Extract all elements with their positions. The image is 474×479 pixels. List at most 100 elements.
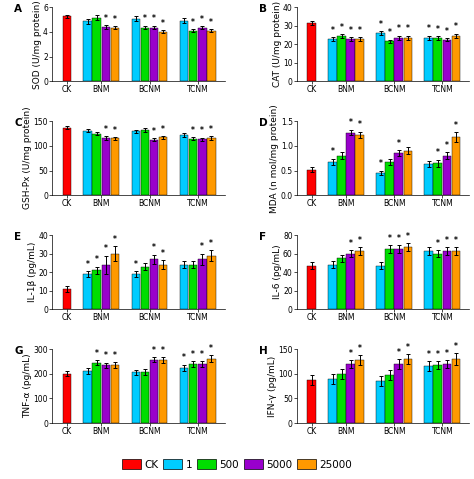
Bar	[346, 39, 355, 81]
Text: *: *	[358, 120, 362, 129]
Text: *: *	[358, 344, 362, 353]
Bar	[159, 32, 167, 81]
Text: *: *	[454, 23, 458, 32]
Bar	[433, 38, 442, 81]
Bar	[328, 379, 337, 423]
Text: *: *	[436, 24, 440, 34]
Bar	[180, 21, 188, 81]
Bar	[159, 265, 167, 309]
Y-axis label: CAT (U/mg protein): CAT (U/mg protein)	[273, 1, 282, 87]
Bar	[356, 360, 364, 423]
Bar	[452, 36, 460, 81]
Bar	[356, 39, 364, 81]
Bar	[180, 368, 188, 423]
Bar	[131, 19, 140, 81]
Bar	[207, 255, 216, 309]
Text: *: *	[445, 141, 449, 150]
Text: *: *	[104, 14, 108, 23]
Text: *: *	[445, 236, 449, 245]
Text: *: *	[191, 126, 195, 135]
Bar	[376, 33, 385, 81]
Text: *: *	[358, 236, 362, 245]
Y-axis label: TNF-α (pg/mL): TNF-α (pg/mL)	[23, 354, 32, 419]
Bar	[394, 38, 403, 81]
Bar	[433, 254, 442, 309]
Text: *: *	[436, 148, 440, 158]
Bar	[424, 38, 433, 81]
Text: *: *	[113, 126, 117, 135]
Text: *: *	[349, 25, 353, 34]
Text: *: *	[210, 18, 213, 27]
Text: *: *	[388, 28, 392, 37]
Text: G: G	[14, 346, 23, 356]
Text: *: *	[445, 26, 449, 35]
Bar	[394, 153, 403, 195]
Bar	[180, 135, 188, 195]
Bar	[131, 131, 140, 195]
Text: *: *	[95, 255, 99, 264]
Text: *: *	[397, 348, 401, 357]
Text: *: *	[330, 148, 335, 157]
Bar	[346, 364, 355, 423]
Text: D: D	[259, 118, 268, 128]
Bar	[198, 259, 207, 309]
Text: *: *	[152, 14, 156, 23]
Text: *: *	[454, 342, 458, 351]
Bar	[189, 139, 198, 195]
Bar	[452, 251, 460, 309]
Text: *: *	[406, 232, 410, 241]
Text: *: *	[95, 349, 99, 358]
Bar	[424, 164, 433, 195]
Bar	[307, 266, 316, 309]
Bar	[92, 134, 101, 195]
Y-axis label: IFN-γ (pg/mL): IFN-γ (pg/mL)	[268, 355, 277, 417]
Text: *: *	[406, 343, 410, 352]
Text: *: *	[330, 25, 335, 34]
Bar	[452, 137, 460, 195]
Text: *: *	[379, 160, 383, 168]
Bar	[337, 156, 346, 195]
Bar	[150, 360, 158, 423]
Text: *: *	[454, 236, 458, 245]
Bar	[328, 265, 337, 309]
Bar	[337, 36, 346, 81]
Bar	[207, 31, 216, 81]
Bar	[141, 372, 149, 423]
Y-axis label: IL-1β (pg/mL): IL-1β (pg/mL)	[28, 242, 37, 302]
Text: *: *	[200, 126, 204, 136]
Bar	[328, 39, 337, 81]
Text: *: *	[104, 125, 108, 134]
Text: A: A	[14, 4, 22, 14]
Bar	[83, 131, 92, 195]
Text: *: *	[397, 139, 401, 148]
Text: *: *	[210, 125, 213, 134]
Bar	[207, 138, 216, 195]
Text: H: H	[259, 346, 268, 356]
Bar	[385, 41, 394, 81]
Text: *: *	[104, 244, 108, 253]
Bar	[433, 163, 442, 195]
Bar	[346, 133, 355, 195]
Text: B: B	[259, 4, 267, 14]
Bar	[189, 364, 198, 423]
Text: *: *	[152, 243, 156, 252]
Text: *: *	[191, 350, 195, 359]
Bar	[189, 265, 198, 309]
Bar	[356, 135, 364, 195]
Text: *: *	[358, 25, 362, 34]
Text: *: *	[349, 239, 353, 248]
Text: *: *	[436, 239, 440, 248]
Text: *: *	[349, 118, 353, 127]
Text: *: *	[436, 350, 440, 359]
Text: *: *	[397, 234, 401, 243]
Text: *: *	[191, 18, 195, 27]
Bar	[63, 16, 71, 81]
Bar	[433, 365, 442, 423]
Bar	[63, 374, 71, 423]
Bar	[403, 38, 412, 81]
Text: *: *	[161, 19, 165, 28]
Text: E: E	[14, 232, 21, 242]
Bar	[385, 249, 394, 309]
Bar	[385, 375, 394, 423]
Text: *: *	[397, 24, 401, 33]
